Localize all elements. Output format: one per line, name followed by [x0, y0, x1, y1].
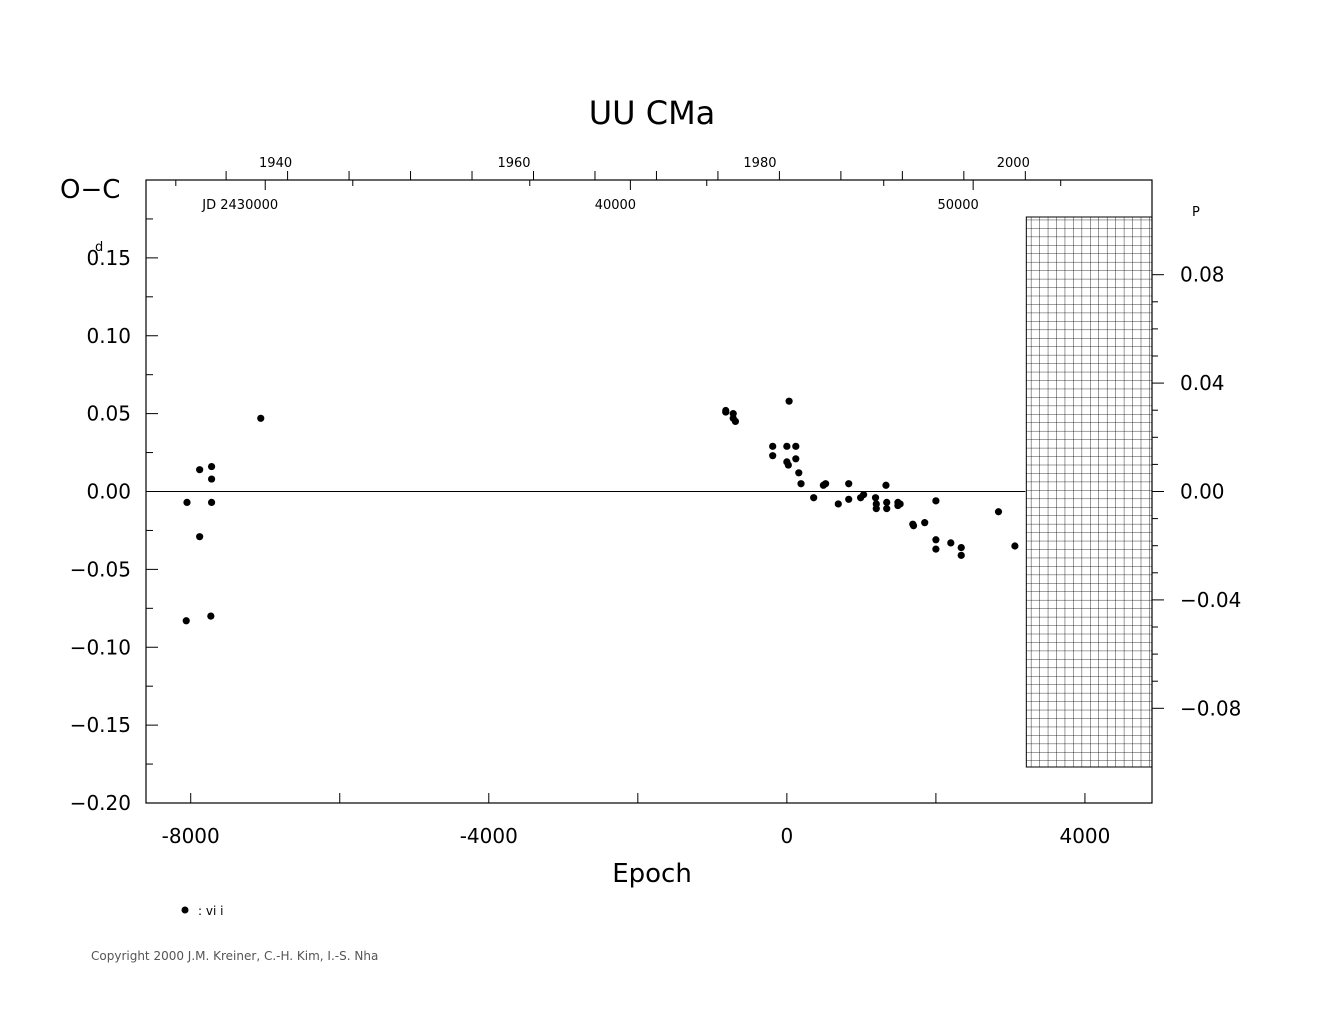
y-tick-label: 0.10: [86, 324, 131, 348]
data-point: [845, 495, 853, 503]
data-point: [207, 475, 216, 483]
data-point: [932, 536, 940, 544]
y-tick-label: 0.05: [86, 402, 131, 426]
y-tick-label: −0.15: [70, 713, 131, 737]
data-point: [182, 617, 190, 625]
x-tick-label: -4000: [460, 824, 518, 848]
year-tick-label: 1980: [743, 156, 776, 171]
y2-unit-label: P: [1192, 205, 1200, 220]
data-point: [896, 500, 904, 508]
data-point: [909, 522, 918, 530]
data-point: [834, 500, 842, 508]
hatched-region: [1025, 216, 1153, 768]
x-tick-label: 0: [780, 824, 793, 848]
data-point: [860, 491, 868, 499]
data-point: [882, 481, 890, 489]
y-axis-label: O−C: [60, 175, 120, 205]
legend: : vi i: [181, 904, 223, 918]
data-point: [784, 461, 792, 469]
data-point: [883, 505, 891, 513]
y-tick-label: −0.20: [70, 791, 131, 815]
data-point: [207, 612, 215, 620]
y2-tick-label: 0.08: [1180, 263, 1225, 287]
jd-label: 40000: [595, 198, 636, 213]
y2-tick-label: 0.00: [1180, 480, 1225, 504]
data-point: [731, 417, 740, 426]
data-point: [932, 497, 940, 505]
x-tick-label: -8000: [162, 824, 220, 848]
legend-label: : vi i: [198, 904, 223, 918]
data-point: [183, 498, 191, 507]
data-point: [722, 408, 730, 416]
jd-label: JD 2430000: [201, 198, 278, 213]
data-point: [769, 452, 777, 460]
data-point: [795, 469, 803, 477]
legend-marker: [181, 906, 189, 914]
chart-title: UU CMa: [589, 94, 716, 132]
data-point: [871, 494, 880, 502]
y2-tick-label: −0.04: [1180, 588, 1241, 612]
data-point: [196, 533, 204, 541]
data-point: [822, 480, 830, 488]
data-point: [769, 442, 777, 450]
data-point: [957, 543, 965, 552]
y-unit-label: d: [95, 240, 103, 255]
year-tick-label: 1940: [259, 156, 292, 171]
jd-label: 50000: [937, 198, 978, 213]
data-point: [921, 519, 929, 527]
x-axis-label: Epoch: [612, 859, 692, 889]
copyright-notice: Copyright 2000 J.M. Kreiner, C.-H. Kim, …: [91, 949, 379, 963]
data-point: [207, 498, 216, 507]
data-point: [932, 545, 940, 553]
y-tick-label: 0.15: [86, 246, 131, 270]
x-tick-label: 4000: [1059, 824, 1110, 848]
y-tick-label: −0.05: [70, 557, 131, 581]
data-point: [257, 414, 265, 422]
y2-tick-label: −0.08: [1180, 696, 1241, 720]
data-point: [196, 466, 204, 474]
y2-tick-label: 0.04: [1180, 371, 1225, 395]
data-point: [783, 442, 791, 450]
data-point: [957, 551, 965, 559]
data-point: [797, 480, 805, 488]
data-point: [883, 498, 891, 507]
data-point: [810, 494, 818, 502]
data-point: [845, 480, 853, 488]
data-point: [872, 505, 880, 513]
y-tick-label: −0.10: [70, 635, 131, 659]
y-tick-label: 0.00: [86, 480, 131, 504]
data-point: [792, 442, 800, 450]
year-tick-label: 2000: [997, 156, 1030, 171]
data-point: [994, 508, 1003, 516]
data-point: [785, 397, 793, 405]
data-point: [947, 539, 955, 547]
data-point: [1011, 542, 1019, 550]
year-tick-label: 1960: [497, 156, 530, 171]
data-point: [792, 455, 800, 463]
data-point: [207, 462, 216, 471]
